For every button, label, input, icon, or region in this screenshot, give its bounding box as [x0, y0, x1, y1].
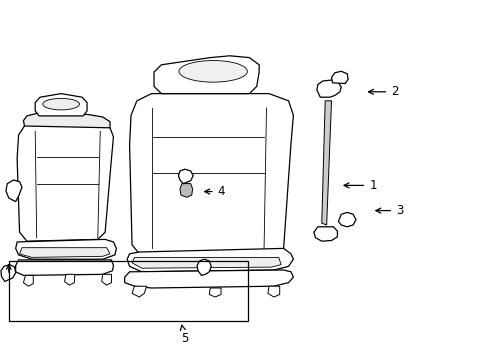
Ellipse shape: [43, 98, 79, 110]
Polygon shape: [23, 113, 110, 128]
Polygon shape: [35, 94, 87, 116]
Polygon shape: [102, 274, 111, 285]
Polygon shape: [338, 212, 355, 227]
Polygon shape: [197, 259, 211, 275]
Polygon shape: [124, 270, 293, 288]
Text: 3: 3: [375, 204, 403, 217]
Polygon shape: [20, 248, 110, 257]
Text: 5: 5: [180, 325, 188, 345]
Polygon shape: [16, 239, 116, 259]
Text: 2: 2: [368, 85, 398, 98]
Text: 1: 1: [344, 179, 376, 192]
Polygon shape: [17, 121, 113, 241]
Polygon shape: [23, 275, 33, 286]
Text: 4: 4: [204, 185, 224, 198]
Polygon shape: [64, 274, 75, 285]
Ellipse shape: [179, 60, 247, 82]
Polygon shape: [180, 184, 192, 197]
Polygon shape: [6, 180, 22, 202]
Polygon shape: [129, 94, 293, 254]
Polygon shape: [1, 265, 16, 282]
Bar: [9, 261, 248, 321]
Polygon shape: [209, 288, 221, 297]
Polygon shape: [316, 80, 341, 97]
Polygon shape: [16, 260, 113, 275]
Polygon shape: [178, 169, 193, 184]
Polygon shape: [267, 286, 279, 297]
Polygon shape: [331, 71, 347, 84]
Polygon shape: [132, 286, 146, 297]
Polygon shape: [127, 248, 293, 272]
Polygon shape: [132, 257, 281, 268]
Polygon shape: [313, 227, 337, 241]
Polygon shape: [154, 56, 259, 94]
Polygon shape: [321, 101, 331, 225]
